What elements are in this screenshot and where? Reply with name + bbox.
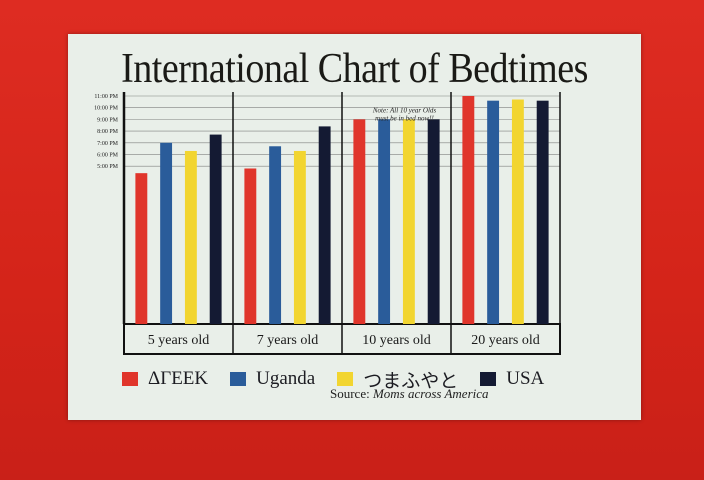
bar-0-1: [244, 168, 257, 324]
bar-1-2: [378, 119, 391, 324]
legend-item-uganda: Uganda: [230, 368, 315, 390]
legend-label: USA: [506, 368, 545, 389]
legend-label: つまふやと: [363, 370, 459, 392]
x-tick-label: 10 years old: [362, 333, 430, 348]
bar-0-0: [135, 173, 148, 324]
legend-item-japanese: つまふやと: [337, 366, 458, 393]
x-tick-label: 7 years old: [257, 333, 318, 348]
bar-3-2: [427, 119, 440, 324]
bar-2-0: [184, 150, 197, 324]
bar-2-2: [402, 119, 415, 324]
annotation-line: Note: All 10 year Olds: [372, 106, 437, 114]
x-tick-label: 5 years old: [148, 333, 209, 348]
legend-item-greek: ΔΓΕΕΚ: [122, 368, 208, 390]
y-tick-label: 7:00 PM: [97, 141, 119, 147]
legend-swatch: [337, 372, 354, 386]
y-tick-label: 5:00 PM: [97, 164, 119, 170]
y-tick-label: 8:00 PM: [97, 129, 119, 135]
legend: ΔΓΕΕΚ Uganda つまふやと USA: [122, 366, 622, 393]
legend-swatch: [230, 372, 247, 386]
legend-label: Uganda: [256, 368, 316, 389]
annotation-line: must be in bed now!!: [375, 114, 434, 122]
bar-1-3: [487, 100, 500, 324]
bar-3-1: [318, 126, 331, 325]
legend-item-usa: USA: [480, 368, 544, 390]
bar-1-1: [269, 146, 282, 324]
bar-0-3: [462, 96, 475, 324]
source-prefix: Source:: [330, 386, 370, 401]
bar-3-3: [536, 100, 549, 324]
bar-1-0: [160, 142, 173, 324]
chart-title: International Chart of Bedtimes: [121, 45, 588, 93]
chart-board: International Chart of Bedtimes 11:00 PM…: [68, 34, 641, 420]
bar-2-1: [293, 150, 306, 324]
y-tick-label: 11:00 PM: [94, 94, 118, 100]
source-note: Source: Moms across America: [330, 386, 489, 402]
y-tick-label: 9:00 PM: [97, 117, 119, 123]
bar-0-2: [353, 119, 366, 324]
bar-2-3: [511, 99, 524, 324]
legend-swatch: [480, 372, 497, 386]
legend-label: ΔΓΕΕΚ: [148, 368, 209, 389]
source-text: Moms across America: [372, 386, 489, 401]
bar-chart: 11:00 PM 10:00 PM 9:00 PM 8:00 PM 7:00 PM 6:0…: [94, 92, 561, 355]
y-tick-label: 10:00 PM: [94, 106, 119, 112]
bar-3-0: [209, 134, 222, 324]
y-tick-label: 6:00 PM: [97, 152, 119, 158]
legend-swatch: [122, 372, 138, 386]
x-tick-label: 20 years old: [471, 333, 539, 348]
